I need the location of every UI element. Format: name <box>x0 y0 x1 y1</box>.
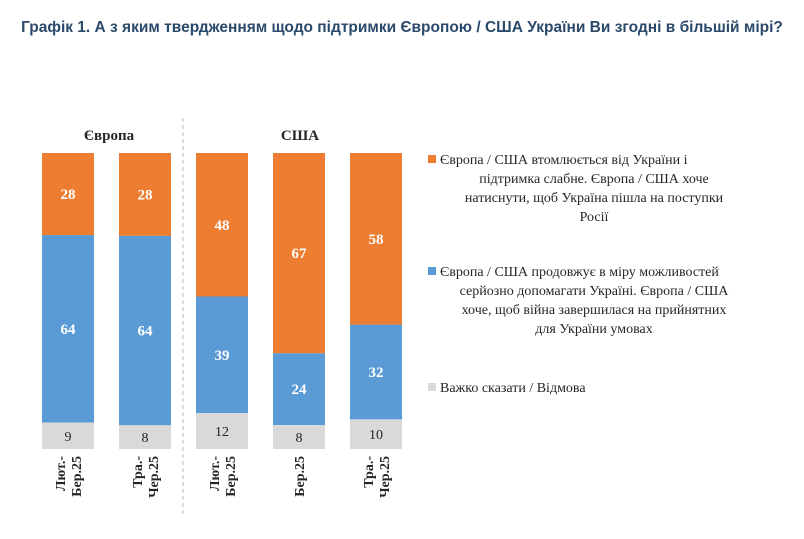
bar-segment <box>350 324 402 420</box>
data-label: 10 <box>369 428 383 443</box>
bar-segment <box>350 419 402 449</box>
legend-entry: Важко сказати / Відмова <box>440 381 586 396</box>
category-label: Лют.- <box>54 456 69 491</box>
legend-entry: Росії <box>580 210 609 225</box>
category-label: Бер.25 <box>70 456 85 497</box>
data-label: 39 <box>215 348 230 364</box>
category-label: Лют.- <box>208 456 223 491</box>
category-label: Бер.25 <box>293 456 308 497</box>
group-label: США <box>281 128 319 144</box>
bar-segment <box>273 425 325 449</box>
legend-entry: натиснути, щоб Україна пішла на поступки <box>465 191 724 206</box>
chart-title: Графік 1. А з яким твердженням щодо підт… <box>21 19 783 36</box>
category-label: Бер.25 <box>224 456 239 497</box>
bar-segment <box>42 153 94 236</box>
data-label: 58 <box>369 232 384 248</box>
legend-entry: Європа / США втомлюється від України і <box>440 153 688 168</box>
data-label: 48 <box>215 218 230 234</box>
data-label: 67 <box>292 246 308 262</box>
data-label: 28 <box>138 187 153 203</box>
data-label: 28 <box>61 187 76 203</box>
legend-entry: підтримка слабне. Європа / США хоче <box>479 172 709 187</box>
category-label: Тра.- <box>362 456 377 488</box>
bar-segment <box>350 153 402 325</box>
bar-segment <box>273 353 325 426</box>
bar-segment <box>196 153 248 297</box>
bar-segment <box>42 235 94 423</box>
category-label: Чер.25 <box>147 456 162 498</box>
bar-segment <box>196 296 248 414</box>
legend-swatch <box>428 155 436 163</box>
data-label: 32 <box>369 365 384 381</box>
data-label: 12 <box>215 425 229 440</box>
legend-entry: хоче, щоб війна завершилася на прийнятни… <box>462 303 727 318</box>
group-label: Європа <box>84 128 135 144</box>
bar-segment <box>119 153 171 236</box>
legend-swatch <box>428 267 436 275</box>
legend-entry: серйозно допомагати Україні. Європа / СШ… <box>460 284 730 299</box>
data-label: 9 <box>65 430 72 445</box>
bar-segment <box>42 422 94 449</box>
legend-entry: для України умовах <box>535 322 652 337</box>
data-label: 8 <box>142 431 149 446</box>
data-label: 64 <box>61 322 77 338</box>
bar-segment <box>119 425 171 449</box>
legend-swatch <box>428 383 436 391</box>
bar-segment <box>119 235 171 426</box>
bar-segment <box>196 413 248 449</box>
legend-entry: Європа / США продовжує в міру можливосте… <box>440 265 719 280</box>
data-label: 24 <box>292 382 308 398</box>
bar-segment <box>273 153 325 354</box>
data-label: 64 <box>138 324 154 340</box>
category-label: Чер.25 <box>378 456 393 498</box>
category-label: Тра.- <box>131 456 146 488</box>
data-label: 8 <box>296 431 303 446</box>
